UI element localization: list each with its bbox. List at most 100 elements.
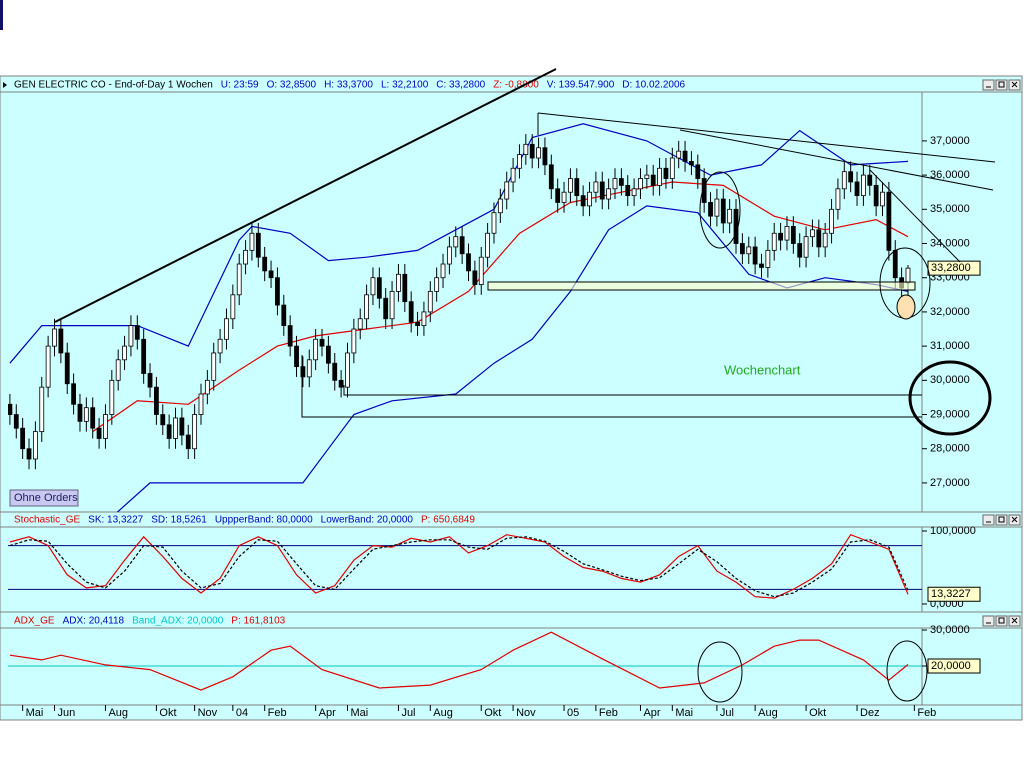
- candle-body: [561, 191, 567, 203]
- header-field: Z: -0,8800: [493, 80, 539, 91]
- candle-body: [32, 431, 38, 460]
- candle-body: [64, 352, 70, 385]
- candle-body: [345, 352, 350, 388]
- y-tick-label: 30,0000: [930, 624, 970, 636]
- trend-line: [679, 129, 994, 191]
- x-tick-label: Aug: [758, 707, 778, 719]
- candle-body: [771, 232, 777, 251]
- candle-body: [669, 157, 675, 179]
- candle-body: [313, 338, 319, 361]
- candle-body: [727, 208, 733, 224]
- candle-body: [83, 407, 89, 422]
- candle-body: [657, 167, 662, 186]
- target-circle: [908, 360, 992, 436]
- candle-body: [357, 318, 363, 330]
- candle-body: [905, 267, 911, 284]
- candle-body: [517, 154, 522, 169]
- candle-body: [568, 178, 573, 193]
- candle-body: [198, 393, 204, 415]
- candle-body: [548, 164, 554, 190]
- y-tick-label: 100,0000: [930, 525, 976, 537]
- indicator-line: [9, 536, 909, 598]
- header-field: UppperBand: 80,0000: [215, 515, 313, 526]
- button-label[interactable]: Ohne Orders: [14, 492, 78, 504]
- candle-body: [618, 178, 624, 186]
- candle-body: [606, 188, 612, 200]
- candle-body: [478, 256, 484, 285]
- indicator-line: [9, 123, 909, 364]
- candle-body: [523, 143, 529, 155]
- candle-body: [459, 236, 465, 255]
- candle-body: [650, 174, 656, 186]
- candle-body: [644, 174, 650, 179]
- candle-body: [765, 249, 771, 268]
- candle-body: [612, 178, 618, 190]
- candle-body: [841, 171, 847, 190]
- panel-0-buttons[interactable]: [982, 79, 1021, 91]
- highlight-circle: [886, 640, 928, 702]
- x-tick-label: Apr: [643, 707, 660, 719]
- annotation: Wochenchart: [724, 362, 801, 377]
- candle-body: [746, 246, 752, 255]
- candle-body: [45, 345, 51, 388]
- candle-body: [510, 167, 516, 183]
- candle-body: [58, 328, 64, 354]
- candle-body: [173, 417, 178, 439]
- candle-body: [319, 338, 325, 347]
- panel-1-buttons[interactable]: [982, 514, 1021, 526]
- candle-body: [886, 191, 892, 251]
- header-field: P: 650,6849: [421, 515, 475, 526]
- candle-body: [504, 181, 510, 200]
- x-tick-label: Aug: [433, 707, 453, 719]
- last-value-box: [927, 586, 981, 602]
- candle-body: [536, 147, 541, 159]
- panel-separators: [0, 91, 1022, 706]
- x-tick-label: Feb: [599, 707, 618, 719]
- candle-body: [446, 246, 452, 265]
- header-field: Band_ADX: 20,0000: [132, 616, 224, 627]
- ohne-orders-button[interactable]: Ohne Orders: [9, 489, 79, 507]
- candle-body: [52, 328, 57, 347]
- header-field: H: 33,3700: [324, 80, 373, 91]
- candle-body: [880, 191, 885, 207]
- trend-line: [869, 169, 961, 263]
- candle-body: [376, 277, 382, 299]
- header-field: D: 10.02.2006: [622, 80, 685, 91]
- candle-body: [861, 174, 866, 197]
- candle-body: [141, 338, 147, 374]
- candle-body: [720, 198, 726, 224]
- candle-body: [389, 290, 395, 320]
- candle-body: [892, 249, 898, 279]
- candle-body: [300, 366, 306, 378]
- button-box[interactable]: [9, 489, 79, 507]
- candle-body: [421, 311, 427, 326]
- panel-title: Stochastic_GE: [14, 515, 80, 526]
- drawings: [54, 68, 996, 703]
- trend-line: [54, 68, 557, 323]
- candle-body: [13, 414, 19, 429]
- highlight-dot: [896, 294, 916, 320]
- corner-mark: [0, 0, 3, 30]
- candle-body: [555, 188, 561, 203]
- candle-body: [262, 256, 268, 272]
- candle-body: [752, 246, 758, 265]
- adx-panel: [8, 631, 922, 691]
- candle-body: [243, 249, 248, 265]
- header-field: L: 32,2100: [381, 80, 429, 91]
- x-tick-label: Feb: [917, 707, 936, 719]
- candle-body: [822, 232, 828, 248]
- candle-body: [211, 352, 217, 381]
- candle-body: [275, 277, 280, 306]
- candle-body: [816, 229, 822, 248]
- indicator-line: [9, 533, 909, 599]
- y-tick-label: 30,0000: [930, 374, 970, 386]
- support-lines: [301, 355, 922, 418]
- panel-2-buttons[interactable]: [982, 615, 1021, 627]
- candle-body: [485, 232, 491, 258]
- candle-body: [154, 386, 159, 415]
- x-tick-label: Jul: [401, 707, 415, 719]
- x-tick-label: Okt: [809, 707, 826, 719]
- candle-body: [759, 263, 764, 268]
- candle-body: [26, 448, 32, 460]
- y-tick-label: 28,0000: [930, 443, 970, 455]
